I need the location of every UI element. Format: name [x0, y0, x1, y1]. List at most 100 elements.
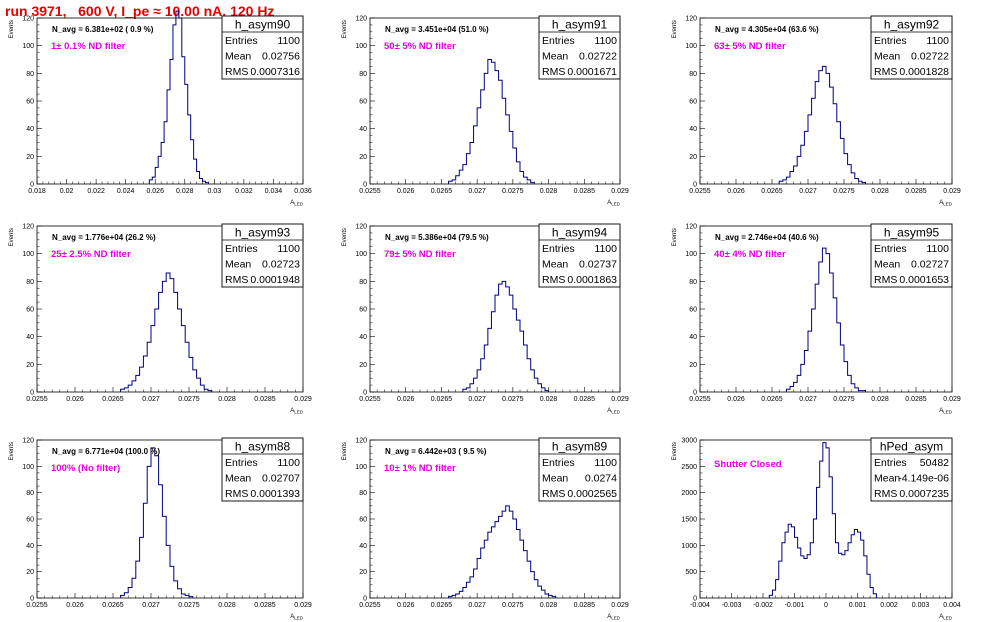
filter-label: 40± 4% ND filter [714, 249, 786, 260]
x-tick-label: 0.032 [235, 188, 253, 195]
stat-value: 1100 [594, 457, 617, 469]
filter-label: 25± 2.5% ND filter [51, 249, 131, 260]
histogram-name: h_asym92 [884, 18, 940, 32]
y-tick-label: 100 [355, 251, 367, 258]
x-tick-label: -0.002 [753, 602, 773, 609]
x-axis-title: ALED [607, 200, 621, 207]
stat-value: 0.0001863 [567, 274, 617, 286]
x-tick-label: 0.028 [871, 396, 889, 403]
y-tick-label: 80 [689, 71, 697, 78]
x-tick-label: 0.018 [28, 188, 46, 195]
stat-value: 0.02756 [262, 51, 300, 63]
histogram-steps [768, 442, 877, 598]
y-tick-label: 100 [685, 251, 697, 258]
n-avg-label: N_avg = 2.746e+04 (40.6 %) [715, 233, 819, 242]
stat-value: 1100 [277, 243, 300, 255]
stat-value: 0.0274 [585, 473, 617, 485]
stat-value: 0.0007235 [899, 488, 949, 500]
histogram-name: h_asym90 [235, 18, 291, 32]
stats-box [538, 437, 621, 502]
stat-label: Entries [542, 35, 575, 47]
x-tick-label: 0.029 [611, 602, 629, 609]
y-tick-label: 60 [359, 517, 367, 524]
x-tick-label: 0.022 [87, 188, 105, 195]
stats-box [221, 437, 304, 502]
x-tick-label: 0.0285 [254, 396, 276, 403]
x-tick-label: 0.0255 [26, 602, 48, 609]
stat-value: 0.02723 [262, 259, 300, 271]
y-tick-label: 80 [359, 279, 367, 286]
stats-box [221, 223, 304, 288]
histogram-name: h_asym89 [552, 440, 608, 454]
y-tick-label: 120 [22, 16, 34, 23]
x-tick-label: 0.026 [727, 396, 745, 403]
x-axis-title-main: A [607, 408, 611, 414]
y-tick-label: 2000 [681, 490, 697, 497]
histogram-name: h_asym88 [235, 440, 291, 454]
x-tick-label: 0.029 [943, 396, 961, 403]
x-axis-title: ALED [290, 200, 304, 207]
stat-label: RMS [225, 66, 248, 78]
histogram-panel-h_asym94: 0.0255 0.026 0.0265 0.027 0.0275 0.028 0.0285 0… [342, 224, 629, 415]
y-axis-title: Events [9, 20, 15, 38]
y-tick-label: 20 [689, 362, 697, 369]
stat-label: RMS [874, 488, 897, 500]
y-tick-label: 60 [26, 517, 34, 524]
y-tick-label: 0 [363, 182, 367, 189]
stat-label: RMS [542, 274, 565, 286]
x-axis-title-sub: LED [943, 410, 953, 415]
stat-label: Mean [874, 473, 900, 485]
x-tick-label: 0.0255 [359, 396, 381, 403]
y-tick-label: 80 [26, 279, 34, 286]
x-tick-label: 0.0275 [502, 602, 524, 609]
x-axis-title-sub: LED [294, 410, 304, 415]
stat-value: 0.0007316 [250, 66, 300, 78]
histogram-steps [448, 59, 535, 184]
y-axis-title: Events [9, 228, 15, 246]
x-tick-label: 0.027 [468, 602, 486, 609]
x-tick-label: 0.0285 [574, 188, 596, 195]
y-tick-label: 60 [689, 99, 697, 106]
histogram-panel-h_asym91: 0.0255 0.026 0.0265 0.027 0.0275 0.028 0.0285 0… [342, 16, 629, 207]
x-tick-label: 0.024 [117, 188, 135, 195]
x-tick-label: 0.027 [468, 396, 486, 403]
stat-label: RMS [874, 274, 897, 286]
y-tick-label: 60 [689, 307, 697, 314]
y-tick-label: 40 [689, 126, 697, 133]
stats-box [870, 15, 953, 80]
n-avg-label: N_avg = 6.442e+03 ( 9.5 %) [385, 447, 487, 456]
stats-box [870, 223, 953, 288]
y-tick-label: 20 [689, 154, 697, 161]
x-tick-label: 0.026 [397, 396, 415, 403]
x-tick-label: 0.028 [871, 188, 889, 195]
x-tick-label: 0.028 [540, 188, 558, 195]
n-avg-label: N_avg = 5.386e+04 (79.5 %) [385, 233, 489, 242]
x-tick-label: 0 [824, 602, 828, 609]
histogram-steps [785, 247, 867, 392]
x-tick-label: 0.027 [142, 396, 160, 403]
x-tick-label: 0.0255 [359, 188, 381, 195]
stats-box [870, 437, 953, 502]
x-tick-label: 0.004 [943, 602, 961, 609]
stat-label: RMS [225, 488, 248, 500]
x-axis-title-sub: LED [294, 616, 304, 621]
histogram-name: h_asym91 [552, 18, 608, 32]
x-axis-title: ALED [939, 614, 953, 621]
stat-label: Mean [225, 473, 251, 485]
n-avg-label: N_avg = 4.305e+04 (63.6 %) [715, 25, 819, 34]
stat-label: Mean [542, 473, 568, 485]
y-tick-label: 120 [355, 224, 367, 231]
x-tick-label: -0.003 [722, 602, 742, 609]
stat-value: 0.0001948 [250, 274, 300, 286]
y-tick-label: 120 [22, 224, 34, 231]
y-tick-label: 0 [693, 596, 697, 603]
y-tick-label: 0 [693, 390, 697, 397]
stat-value: 0.02722 [911, 51, 949, 63]
x-tick-label: 0.026 [397, 188, 415, 195]
x-tick-label: 0.0285 [905, 188, 927, 195]
y-axis-title: Events [672, 228, 678, 246]
stat-label: Entries [225, 243, 258, 255]
y-tick-label: 20 [26, 362, 34, 369]
x-tick-label: 0.002 [880, 602, 898, 609]
stat-label: Entries [874, 35, 907, 47]
